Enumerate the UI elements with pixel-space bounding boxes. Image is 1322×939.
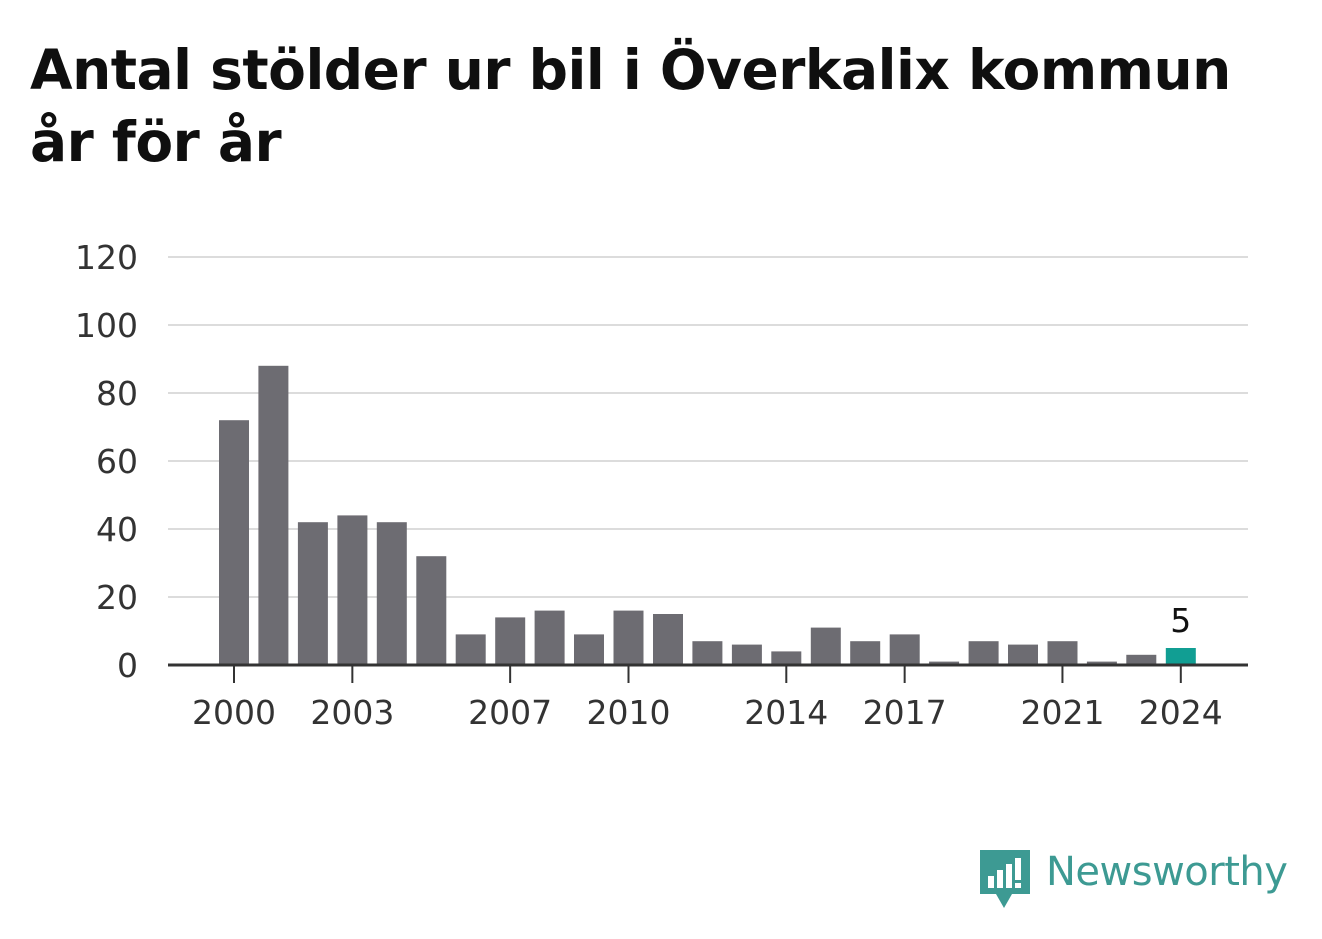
data-labels: 5 <box>1170 601 1191 640</box>
y-tick-label-60: 60 <box>96 442 138 481</box>
grid-lines <box>168 256 1248 598</box>
x-tick-label-2003: 2003 <box>310 693 394 732</box>
logo-badge-shape <box>980 850 1030 908</box>
bar-2014 <box>771 651 802 665</box>
bar-2007 <box>495 617 526 665</box>
bar-2019 <box>968 641 999 665</box>
x-tick-label-2017: 2017 <box>863 693 947 732</box>
newsworthy-logo-icon <box>980 850 1030 908</box>
bar-2002 <box>297 522 328 665</box>
x-axis-ticks: 2000 2003 2007 2010 2014 2017 2021 2024 <box>192 665 1223 732</box>
bar-2015 <box>810 627 841 665</box>
logo-text: Newsworthy <box>1046 849 1288 895</box>
bar-2000 <box>219 420 249 665</box>
x-tick-label-2007: 2007 <box>468 693 552 732</box>
y-tick-label-120: 120 <box>75 238 138 277</box>
y-tick-label-100: 100 <box>75 306 138 345</box>
x-tick-label-2010: 2010 <box>587 693 671 732</box>
bar-2005 <box>416 556 447 665</box>
bar-2001 <box>258 365 289 665</box>
bar-2018 <box>929 661 960 665</box>
bar-2012 <box>692 641 723 665</box>
y-tick-label-80: 80 <box>96 374 138 413</box>
bar-2010 <box>613 610 644 665</box>
bars <box>219 365 1196 665</box>
bar-2024 <box>1165 648 1196 665</box>
chart-title: Antal stölder ur bil i Överkalix kommun … <box>30 38 1231 174</box>
bar-2008 <box>534 610 565 665</box>
data-label-2024: 5 <box>1170 601 1191 640</box>
bar-2009 <box>574 634 604 665</box>
bar-2020 <box>1008 644 1038 665</box>
bar-2021 <box>1047 641 1078 665</box>
bar-2013 <box>731 644 762 665</box>
x-tick-label-2014: 2014 <box>744 693 828 732</box>
x-tick-label-2021: 2021 <box>1020 693 1104 732</box>
bar-2004 <box>376 522 407 665</box>
x-tick-label-2000: 2000 <box>192 693 276 732</box>
y-tick-label-20: 20 <box>96 578 138 617</box>
bar-2003 <box>337 515 368 665</box>
bar-2006 <box>455 634 486 665</box>
y-axis-tick-labels: 0 20 40 60 80 100 120 <box>75 238 138 685</box>
newsworthy-logo: Newsworthy <box>980 849 1288 910</box>
y-tick-label-0: 0 <box>117 646 138 685</box>
x-tick-label-2024: 2024 <box>1139 693 1223 732</box>
bar-2022 <box>1086 661 1117 665</box>
bar-2011 <box>653 614 683 665</box>
bar-2016 <box>850 641 881 665</box>
bar-2023 <box>1126 654 1157 665</box>
bar-2017 <box>889 634 920 665</box>
y-tick-label-40: 40 <box>96 510 138 549</box>
